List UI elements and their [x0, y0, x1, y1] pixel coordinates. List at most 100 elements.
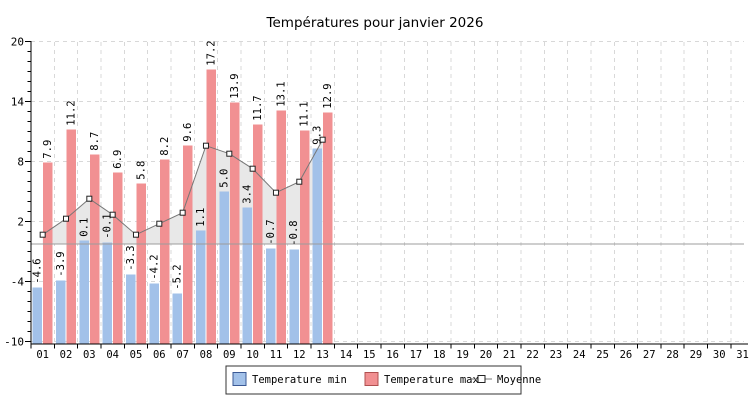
bar-value-label: 6.9	[112, 150, 124, 169]
moyenne-marker	[132, 231, 139, 238]
bar-temp-min	[102, 242, 113, 344]
bar-value-label: 12.9	[322, 83, 334, 108]
moyenne-marker	[249, 165, 256, 172]
moyenne-marker	[62, 215, 69, 222]
bar-temp-max	[43, 162, 53, 344]
moyenne-marker	[86, 195, 93, 202]
x-tick-label: 13	[316, 349, 329, 361]
bar-value-label: 8.7	[89, 132, 101, 151]
moyenne-marker	[226, 150, 233, 157]
x-tick-label: 27	[643, 349, 656, 361]
x-tick-label: 02	[60, 349, 73, 361]
y-tick-label: 8	[17, 156, 24, 169]
y-tick-label: 14	[11, 96, 25, 109]
x-tick-label: 21	[503, 349, 516, 361]
axes	[25, 41, 748, 349]
x-tick-label: 10	[246, 349, 259, 361]
x-tick-label: 15	[363, 349, 376, 361]
x-tick-label: 31	[736, 349, 749, 361]
x-tick-label: 30	[713, 349, 726, 361]
bars	[32, 69, 333, 344]
bar-temp-max	[183, 145, 193, 344]
bar-temp-min	[312, 148, 323, 344]
bar-value-label: 17.2	[205, 40, 217, 65]
bar-temp-min	[265, 248, 276, 344]
moyenne-line	[39, 136, 326, 238]
bar-value-label: 5.8	[135, 161, 147, 180]
y-tick-label: -10	[4, 336, 24, 349]
bar-value-label: 13.1	[275, 81, 287, 106]
bar-value-label: -3.9	[55, 251, 67, 276]
bar-temp-min	[172, 293, 183, 344]
bar-value-label: 7.9	[42, 140, 54, 159]
x-tick-label: 20	[480, 349, 493, 361]
bar-temp-min	[195, 230, 206, 344]
bar-temp-max	[276, 110, 286, 344]
bar-value-label: 11.7	[252, 95, 264, 120]
x-tick-label: 19	[456, 349, 469, 361]
bar-temp-min	[219, 191, 229, 344]
moyenne-marker	[156, 220, 163, 227]
x-tick-label: 24	[573, 349, 586, 361]
moyenne-marker	[179, 209, 186, 216]
bar-temp-min	[79, 240, 89, 344]
y-tick-label: -4	[11, 276, 25, 289]
bar-temp-max	[159, 159, 170, 344]
bar-value-label: -3.3	[125, 245, 137, 270]
legend-label-temp-max: Temperature max	[384, 374, 479, 386]
bar-value-label: 1.1	[195, 208, 207, 227]
x-tick-label: 05	[130, 349, 143, 361]
x-tick-label: 26	[620, 349, 633, 361]
bar-temp-min	[32, 287, 43, 344]
gridlines	[31, 41, 744, 344]
x-tick-label: 22	[526, 349, 539, 361]
x-tick-label: 23	[550, 349, 563, 361]
x-tick-label: 25	[596, 349, 609, 361]
x-tick-label: 01	[36, 349, 49, 361]
bar-temp-min	[242, 207, 253, 344]
legend-label-moyenne: Moyenne	[497, 374, 541, 386]
bar-temp-min	[55, 280, 66, 344]
x-tick-label: 14	[340, 349, 353, 361]
moyenne-marker	[39, 231, 46, 238]
x-tick-label: 12	[293, 349, 306, 361]
x-tick-label: 06	[153, 349, 166, 361]
moyenne-marker	[109, 211, 116, 218]
y-tick-label: 2	[17, 216, 24, 229]
bar-value-label: 11.1	[299, 101, 311, 126]
bar-value-label: -0.8	[288, 220, 300, 245]
x-tick-label: 07	[176, 349, 189, 361]
bar-temp-max	[113, 172, 123, 344]
y-tick-label: 20	[11, 36, 24, 49]
x-tick-label: 11	[270, 349, 283, 361]
x-tick-label: 03	[83, 349, 96, 361]
x-tick-label: 08	[200, 349, 213, 361]
legend-swatch-moyenne-icon	[470, 375, 492, 383]
legend-label-temp-min: Temperature min	[252, 374, 347, 386]
bar-value-label: 9.3	[312, 126, 324, 145]
bar-value-label: -0.7	[265, 219, 277, 244]
bar-temp-max	[66, 129, 76, 344]
bar-temp-max	[299, 130, 310, 344]
x-tick-label: 04	[106, 349, 119, 361]
bar-value-label: -0.1	[102, 213, 114, 238]
moyenne-area	[42, 139, 323, 244]
bar-temp-min	[149, 283, 159, 344]
bar-temp-max	[206, 69, 216, 344]
bar-value-label: 5.0	[218, 169, 230, 188]
chart-title: Températures pour janvier 2026	[266, 15, 484, 31]
bar-value-label: -4.6	[32, 258, 44, 283]
bar-value-label: 0.1	[78, 218, 90, 237]
moyenne-area-fill	[42, 139, 323, 244]
x-tick-label: 17	[410, 349, 423, 361]
x-tick-label: 28	[666, 349, 679, 361]
x-tick-label: 09	[223, 349, 236, 361]
bar-temp-min	[289, 249, 299, 344]
bar-value-label: 11.2	[65, 100, 77, 125]
moyenne-marker	[202, 142, 209, 149]
bar-temp-max	[136, 183, 146, 344]
